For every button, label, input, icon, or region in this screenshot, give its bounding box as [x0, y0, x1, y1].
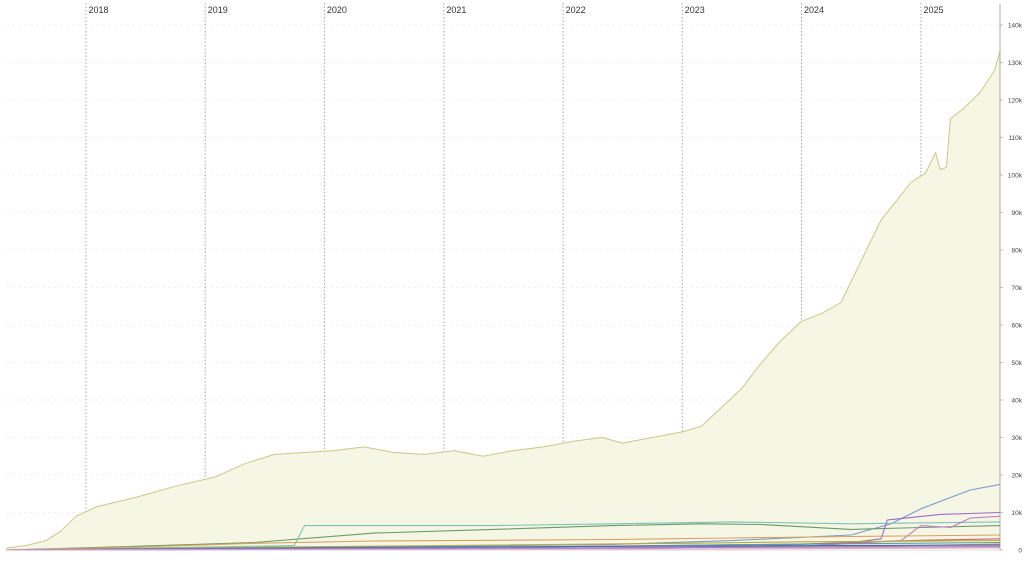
y-tick-label: 60k [1012, 323, 1023, 330]
year-label: 2022 [566, 5, 586, 15]
y-tick-label: 100k [1008, 173, 1023, 180]
y-tick-label: 10k [1012, 510, 1023, 517]
series-line-3 [5, 521, 1001, 551]
y-tick-label: 0 [1018, 548, 1022, 555]
series-line-1 [5, 483, 1001, 551]
series-line-0 [5, 51, 1001, 549]
year-label: 2018 [89, 5, 109, 15]
y-tick-label: 110k [1008, 135, 1022, 142]
series-line-6 [5, 534, 1001, 551]
series-area-0 [6, 51, 1000, 551]
year-label: 2021 [446, 5, 466, 15]
series-line-2 [5, 523, 1001, 551]
series-line-13 [5, 547, 1001, 551]
year-label: 2024 [804, 5, 824, 15]
y-tick-label: 80k [1012, 248, 1023, 255]
y-tick-label: 70k [1012, 285, 1023, 292]
y-axis: 0 10k 20k 30k 40k 50k 60k 70k 80k 90k 100k 110k 120k… [999, 4, 1023, 555]
y-tick-label: 30k [1012, 435, 1023, 442]
y-tick-label: 130k [1008, 60, 1023, 67]
y-tick-label: 50k [1012, 360, 1023, 367]
y-tick-label: 120k [1008, 98, 1023, 105]
y-tick-label: 40k [1012, 398, 1023, 405]
series-lines [5, 51, 1001, 551]
year-label: 2023 [685, 5, 705, 15]
y-tick-label: 20k [1012, 473, 1023, 480]
year-labels: 2018 2019 2020 2021 2022 2023 2024 2025 [89, 5, 944, 15]
year-label: 2025 [923, 5, 943, 15]
series-fills [6, 51, 1000, 551]
y-tick-label: 140k [1008, 23, 1023, 30]
year-label: 2019 [208, 5, 228, 15]
y-tick-label: 90k [1012, 210, 1023, 217]
year-label: 2020 [327, 5, 347, 15]
